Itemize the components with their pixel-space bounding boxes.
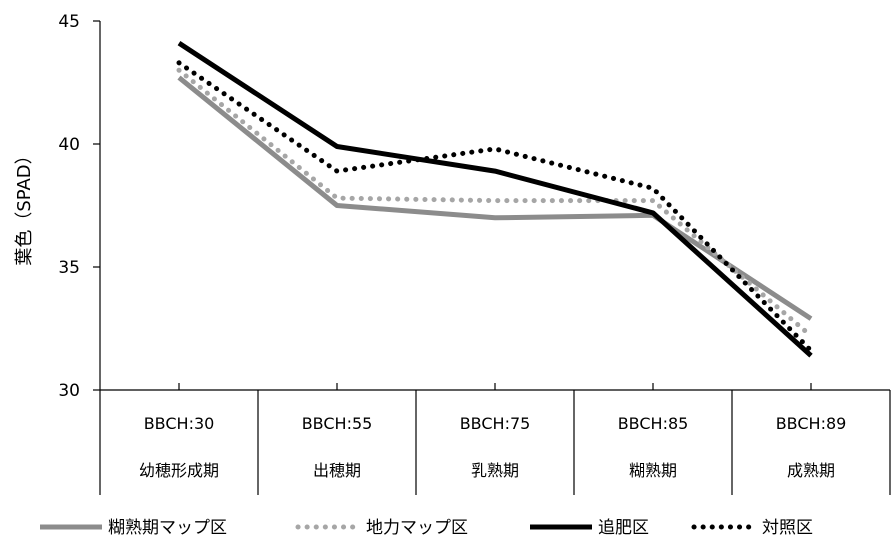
legend: 糊熟期マップ区 地力マップ区 追肥区 対照区 (40, 517, 813, 538)
legend-label: 対照区 (762, 518, 813, 538)
series-line (177, 75, 813, 321)
category-bbch-label: BBCH:85 (618, 414, 689, 433)
y-tick-label: 35 (58, 258, 80, 278)
category-stage-label: 幼穂形成期 (139, 461, 219, 480)
legend-label: 地力マップ区 (366, 518, 468, 538)
category-stage-label: 糊熟期 (629, 461, 677, 480)
y-tick-label: 45 (58, 12, 80, 32)
y-tick-label: 40 (58, 135, 80, 155)
legend-label: 追肥区 (598, 518, 649, 538)
series-lines (176, 41, 814, 358)
legend-label: 糊熟期マップ区 (108, 517, 227, 538)
category-stage-label: 乳熟期 (471, 461, 519, 480)
category-bbch-label: BBCH:89 (776, 414, 847, 433)
y-axis-title: 葉色（SPAD） (14, 146, 35, 265)
category-labels: BBCH:30 幼穂形成期 BBCH:55 出穂期 BBCH:75 乳熟期 BBCH:85 糊… (139, 414, 846, 480)
category-bbch-label: BBCH:55 (302, 414, 373, 433)
series-line (176, 67, 814, 339)
category-bbch-label: BBCH:30 (144, 414, 215, 433)
y-ticks: 30 35 40 45 (58, 12, 100, 401)
category-stage-label: 成熟期 (787, 461, 835, 480)
chart-axes (99, 21, 891, 495)
series-line (176, 60, 814, 354)
y-tick-label: 30 (58, 381, 80, 401)
category-stage-label: 出穂期 (313, 461, 361, 480)
category-bbch-label: BBCH:75 (460, 414, 531, 433)
series-line (177, 41, 813, 358)
